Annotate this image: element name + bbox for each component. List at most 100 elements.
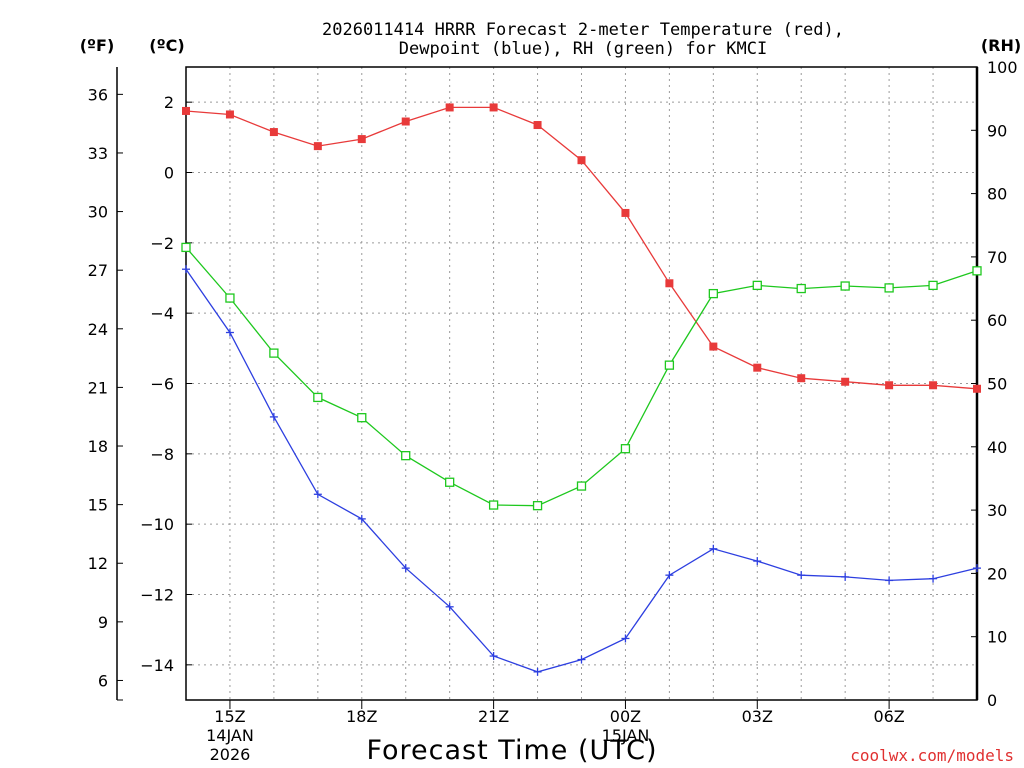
x-tick-label: 15Z	[214, 707, 245, 726]
temperature-point	[577, 156, 586, 165]
temperature-point	[269, 128, 278, 137]
dewpoint-point	[841, 572, 850, 581]
fahrenheit-unit-label: (ºF)	[80, 36, 115, 55]
rh-point	[840, 281, 850, 291]
temperature-point	[621, 208, 630, 217]
rh-point	[488, 500, 499, 510]
temperature-point	[797, 374, 806, 383]
rh-tick-label: 90	[987, 121, 1007, 140]
rh-unit-label: (RH)	[981, 36, 1021, 55]
x-tick-date: 15JAN	[602, 726, 650, 745]
rh-point	[181, 242, 191, 253]
temperature-point	[225, 110, 234, 119]
data-series	[181, 103, 982, 676]
temperature-point	[313, 142, 322, 151]
chart-title-line1: 2026011414 HRRR Forecast 2-meter Tempera…	[322, 20, 844, 40]
temperature-point	[973, 384, 981, 393]
celsius-tick-label: −14	[140, 656, 174, 675]
dewpoint-point	[225, 328, 234, 337]
rh-point	[884, 283, 894, 293]
temperature-point	[709, 342, 718, 351]
x-axis-title: Forecast Time (UTC)	[366, 735, 657, 766]
rh-point	[576, 481, 587, 491]
dewpoint-point	[269, 412, 278, 421]
fahrenheit-tick-label: 18	[88, 437, 108, 456]
dewpoint-point	[885, 576, 894, 585]
rh-tick-label: 100	[987, 58, 1018, 77]
chart-title-line2: Dewpoint (blue), RH (green) for KMCI	[399, 39, 767, 59]
axes	[116, 66, 979, 709]
rh-point	[928, 280, 938, 291]
celsius-unit-label: (ºC)	[149, 36, 184, 55]
fahrenheit-tick-label: 27	[88, 261, 108, 280]
temperature-point	[841, 377, 850, 386]
dewpoint-point	[929, 574, 938, 583]
rh-tick-label: 70	[987, 248, 1007, 267]
temperature-point	[533, 121, 542, 130]
rh-point	[796, 283, 806, 294]
rh-tick-label: 50	[987, 375, 1007, 394]
rh-series-line	[185, 246, 978, 507]
x-tick-label: 00Z	[610, 707, 641, 726]
temperature-point	[182, 106, 190, 115]
rh-point	[225, 293, 235, 303]
temperature-point	[401, 117, 410, 126]
rh-point	[708, 288, 718, 299]
fahrenheit-tick-label: 30	[88, 203, 108, 222]
dewpoint-point	[445, 602, 454, 611]
fahrenheit-tick-label: 21	[88, 378, 108, 397]
rh-tick-label: 80	[987, 185, 1007, 204]
rh-point	[752, 280, 762, 291]
rh-tick-label: 40	[987, 438, 1007, 457]
celsius-tick-label: 2	[164, 93, 174, 112]
rh-point	[532, 501, 543, 511]
temperature-point	[357, 135, 366, 144]
dewpoint-point	[533, 667, 542, 676]
fahrenheit-tick-label: 24	[88, 320, 108, 339]
celsius-tick-label: −4	[150, 304, 174, 323]
dewpoint-point	[401, 564, 410, 573]
temperature-point	[929, 381, 938, 390]
dewpoint-point	[313, 490, 322, 499]
rh-point	[401, 451, 411, 461]
fahrenheit-tick-label: 12	[88, 554, 108, 573]
source-credit: coolwx.com/models	[850, 746, 1014, 765]
celsius-tick-label: −6	[150, 375, 174, 394]
dewpoint-point	[621, 634, 630, 643]
rh-point	[357, 413, 367, 423]
x-tick-label: 21Z	[478, 707, 509, 726]
celsius-tick-label: −8	[150, 445, 174, 464]
fahrenheit-tick-label: 9	[98, 613, 108, 632]
temperature-point	[445, 103, 454, 112]
dewpoint-point	[709, 544, 718, 553]
rh-tick-label: 0	[987, 691, 997, 710]
rh-point	[313, 392, 323, 403]
fahrenheit-tick-label: 15	[88, 496, 108, 515]
rh-point	[972, 266, 982, 276]
x-tick-label: 03Z	[742, 707, 773, 726]
x-tick-label: 18Z	[346, 707, 377, 726]
rh-point	[620, 444, 631, 454]
fahrenheit-tick-label: 36	[88, 85, 108, 104]
rh-tick-label: 60	[987, 311, 1007, 330]
dewpoint-point	[357, 514, 366, 523]
celsius-tick-label: 0	[164, 164, 174, 183]
rh-point	[664, 360, 675, 370]
rh-tick-label: 20	[987, 564, 1007, 583]
celsius-tick-label: −2	[150, 234, 174, 253]
rh-tick-label: 10	[987, 628, 1007, 647]
dewpoint-point	[797, 571, 806, 580]
temperature-point	[885, 381, 894, 390]
dewpoint-point	[489, 652, 498, 661]
celsius-tick-label: −10	[140, 515, 174, 534]
rh-point	[445, 477, 455, 487]
fahrenheit-tick-label: 33	[88, 144, 108, 163]
dewpoint-point	[182, 265, 190, 274]
rh-point	[269, 348, 279, 358]
fahrenheit-tick-label: 6	[98, 671, 108, 690]
tick-labels: 3633302724211815129620−2−4−6−8−10−12−141…	[88, 58, 1018, 764]
x-tick-date: 14JAN	[206, 726, 254, 745]
x-tick-label: 06Z	[873, 707, 904, 726]
dewpoint-point	[577, 655, 586, 664]
